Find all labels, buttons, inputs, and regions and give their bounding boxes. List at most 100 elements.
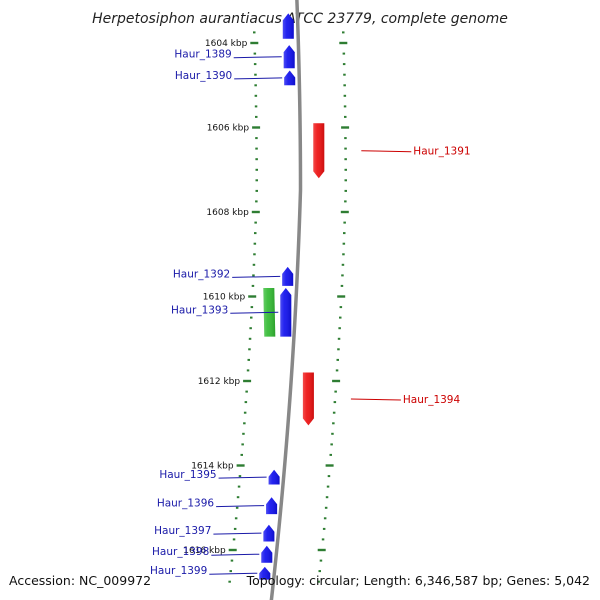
minor-tick-dot	[253, 63, 257, 66]
major-tick-mark	[250, 41, 259, 45]
tick-label: 1604 kbp	[205, 39, 248, 49]
feature-shading	[263, 524, 275, 542]
gene-label[interactable]: Haur_1390	[175, 70, 232, 82]
minor-tick-dot	[236, 496, 240, 499]
minor-tick-dot	[242, 432, 245, 435]
minor-tick-dot	[241, 443, 244, 446]
minor-tick-dot	[326, 485, 330, 488]
feature-shading	[266, 497, 278, 515]
major-tick-mark	[243, 379, 252, 383]
minor-tick-dot	[317, 580, 320, 583]
minor-tick-dot	[336, 358, 339, 361]
major-tick-mark	[340, 210, 349, 214]
minor-tick-dot	[252, 274, 255, 277]
minor-tick-dot	[252, 263, 256, 266]
minor-tick-dot	[342, 31, 345, 34]
features-layer: Haur_1389 Haur_1390 Haur_1391 Haur_1392 Haur…	[150, 13, 471, 580]
minor-tick-dot	[233, 527, 237, 530]
gene-label[interactable]: Haur_1396	[157, 498, 215, 510]
feature-shading	[302, 372, 314, 426]
feature-shading	[282, 266, 294, 286]
minor-tick-dot	[332, 422, 335, 425]
minor-tick-dot	[337, 337, 341, 340]
major-tick-mark	[332, 379, 341, 383]
minor-tick-dot	[255, 168, 258, 171]
genome-backbone	[269, 0, 303, 600]
minor-tick-dot	[344, 158, 347, 161]
tick-label: 1606 kbp	[207, 124, 250, 134]
minor-tick-dot	[250, 316, 253, 319]
minor-tick-dot	[321, 538, 325, 541]
minor-tick-dot	[251, 284, 255, 287]
major-tick-mark	[251, 210, 260, 214]
gene-label[interactable]: Haur_1393	[171, 304, 228, 316]
tick-label: 1616 kbp	[183, 546, 226, 556]
gene-label[interactable]: Haur_1391	[413, 146, 470, 158]
major-tick-mark	[236, 464, 245, 467]
gene-label-leader	[232, 275, 281, 278]
minor-tick-dot	[243, 422, 246, 425]
major-tick-mark	[252, 126, 261, 129]
tick-dots-layer	[228, 31, 347, 583]
minor-tick-dot	[255, 137, 258, 140]
minor-tick-dot	[235, 506, 239, 509]
major-tick-mark	[228, 548, 237, 552]
minor-tick-dot	[344, 137, 347, 140]
minor-tick-dot	[254, 94, 258, 97]
minor-tick-dot	[334, 390, 337, 393]
major-tick-mark	[317, 548, 326, 552]
minor-tick-dot	[244, 401, 248, 404]
minor-tick-dot	[322, 527, 326, 530]
feature-shading	[268, 469, 280, 485]
feature-shading	[280, 288, 292, 337]
gene-label[interactable]: Haur_1389	[174, 49, 231, 61]
gene-label-leader	[234, 77, 283, 80]
minor-tick-dot	[342, 242, 346, 245]
minor-tick-dot	[247, 358, 250, 361]
gene-label-leader	[211, 553, 260, 556]
major-tick-mark	[341, 126, 350, 129]
minor-tick-dot	[253, 31, 256, 34]
minor-tick-dot	[228, 580, 231, 583]
gene-label[interactable]: Haur_1399	[150, 565, 207, 577]
gene-label-leader	[213, 532, 262, 535]
minor-tick-dot	[344, 189, 347, 192]
minor-tick-dot	[240, 453, 243, 456]
minor-tick-dot	[332, 411, 336, 414]
minor-tick-dot	[331, 432, 334, 435]
gene-label[interactable]: Haur_1398	[152, 546, 209, 558]
minor-tick-dot	[330, 443, 333, 446]
major-tick-mark	[337, 295, 346, 298]
minor-tick-dot	[343, 84, 346, 87]
ruler-ticks-layer: 1604 kbp 1606 kbp 1608 kbp 1610 kbp 1612 kbp…	[183, 39, 350, 556]
minor-tick-dot	[339, 316, 342, 319]
gene-label-leader	[233, 56, 282, 59]
minor-tick-dot	[254, 105, 258, 108]
map-title: Herpetosiphon aurantiacus ATCC 23779, co…	[92, 11, 508, 27]
minor-tick-dot	[253, 242, 257, 245]
gene-label[interactable]: Haur_1397	[154, 525, 211, 537]
gene-label[interactable]: Haur_1392	[173, 268, 230, 280]
gene-label[interactable]: Haur_1395	[159, 469, 216, 481]
minor-tick-dot	[342, 63, 346, 66]
minor-tick-dot	[344, 115, 347, 118]
minor-tick-dot	[255, 158, 258, 161]
genome-summary-text: Topology: circular; Length: 6,346,587 bp…	[246, 573, 590, 588]
minor-tick-dot	[341, 274, 344, 277]
minor-tick-dot	[249, 327, 252, 330]
minor-tick-dot	[344, 200, 347, 203]
feature-shading	[283, 45, 295, 69]
minor-tick-dot	[254, 84, 257, 87]
minor-tick-dot	[255, 115, 258, 118]
major-tick-mark	[325, 464, 334, 467]
gene-label-leader	[350, 398, 401, 401]
gene-label-leader	[361, 150, 412, 153]
minor-tick-dot	[342, 253, 345, 256]
minor-tick-dot	[338, 327, 341, 330]
feature-shading	[313, 123, 325, 179]
minor-tick-dot	[344, 147, 347, 150]
gene-label[interactable]: Haur_1394	[403, 394, 461, 406]
minor-tick-dot	[319, 559, 323, 562]
minor-tick-dot	[344, 179, 347, 182]
minor-tick-dot	[253, 52, 257, 55]
